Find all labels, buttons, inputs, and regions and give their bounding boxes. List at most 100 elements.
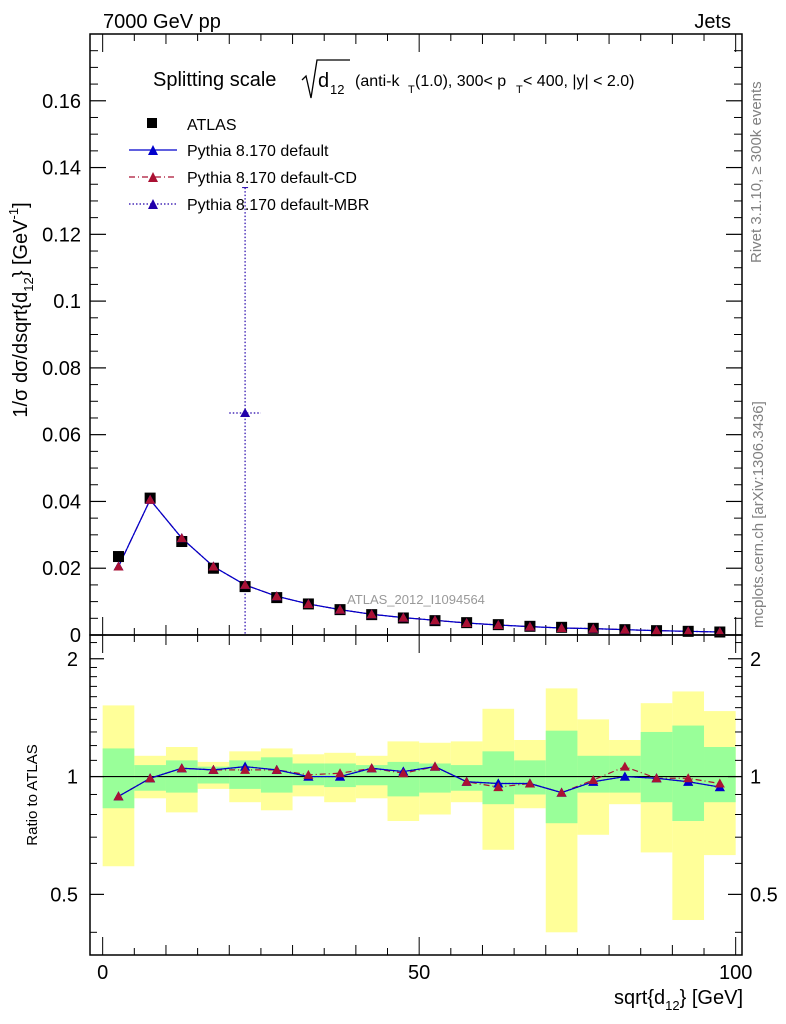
ratio-point-cd-15 bbox=[588, 774, 599, 784]
main-point-cd-14 bbox=[556, 622, 567, 632]
main-point-cd-18 bbox=[683, 626, 694, 636]
ratio-point-cd-4 bbox=[240, 764, 251, 774]
xtick-label-0: 0 bbox=[97, 962, 108, 984]
main-ytick-label-0: 0 bbox=[70, 625, 81, 647]
legend-default-label: Pythia 8.170 default bbox=[187, 143, 329, 160]
legend-atlas-marker bbox=[147, 118, 157, 128]
ratio-point-cd-3 bbox=[208, 764, 219, 774]
legend-atlas-label: ATLAS bbox=[187, 117, 237, 134]
ratio-point-cd-12 bbox=[493, 782, 504, 792]
ratio-point-cd-17 bbox=[651, 773, 662, 783]
legend-cd-marker bbox=[148, 172, 158, 182]
main-point-cd-0 bbox=[113, 561, 124, 571]
ratio-green-band-19 bbox=[704, 747, 736, 803]
title-sqrt-sign bbox=[301, 59, 350, 99]
ratio-frame bbox=[89, 634, 743, 956]
main-ytick-label-5: 0.1 bbox=[53, 291, 81, 313]
main-point-cd-11 bbox=[461, 617, 472, 627]
ratio-green-band-17 bbox=[640, 731, 673, 803]
main-ytick-label-6: 0.12 bbox=[42, 224, 81, 246]
title-prefix: Splitting scale bbox=[153, 69, 276, 91]
mcplots-label: mcplots.cern.ch [arXiv:1306.3436] bbox=[750, 401, 767, 628]
title-detail-1: (anti-k bbox=[355, 73, 400, 90]
main-ytick-label-1: 0.02 bbox=[42, 558, 81, 580]
header-energy-label: 7000 GeV pp bbox=[103, 11, 221, 33]
main-y-axis-text: 1/σ dσ/dsqrt{d12} [GeV-1] bbox=[6, 202, 36, 417]
xtick-label-1: 50 bbox=[408, 962, 430, 984]
ratio-point-cd-13 bbox=[524, 778, 535, 788]
main-point-cd-4 bbox=[240, 579, 251, 589]
atlas-point-0 bbox=[112, 551, 124, 563]
ratio-point-cd-10 bbox=[429, 761, 440, 771]
ratio-point-cd-18 bbox=[683, 773, 694, 783]
rivet-version-label: Rivet 3.1.10, ≥ 300k events bbox=[748, 81, 765, 263]
main-point-cd-17 bbox=[651, 625, 662, 635]
main-point-cd-1 bbox=[145, 494, 156, 504]
main-ytick-label-7: 0.14 bbox=[42, 158, 81, 180]
ratio-point-cd-1 bbox=[145, 773, 156, 783]
title-detail-sub: T bbox=[408, 84, 415, 96]
main-point-cd-7 bbox=[335, 604, 346, 614]
ratio-point-cd-14 bbox=[556, 787, 567, 797]
main-point-cd-16 bbox=[619, 624, 630, 634]
main-point-mbr-4 bbox=[240, 407, 251, 417]
main-point-cd-3 bbox=[208, 561, 219, 571]
main-point-cd-12 bbox=[493, 619, 504, 629]
ratio-y-axis-label: Ratio to ATLAS bbox=[24, 744, 41, 845]
header-process-label: Jets bbox=[694, 11, 731, 33]
ratio-ytick-label-left-1: 1 bbox=[67, 767, 78, 789]
ratio-line-default bbox=[118, 766, 720, 797]
ratio-point-cd-9 bbox=[398, 768, 409, 778]
main-point-cd-2 bbox=[176, 533, 187, 543]
ratio-point-cd-11 bbox=[461, 776, 472, 786]
plot-title: Splitting scale d 12 (anti-k T (1.0), 30… bbox=[153, 59, 635, 99]
main-point-cd-15 bbox=[588, 623, 599, 633]
ratio-green-band-5 bbox=[260, 757, 293, 793]
title-detail-2: (1.0), 300< p bbox=[415, 73, 506, 90]
main-point-cd-10 bbox=[429, 615, 440, 625]
ratio-green-band-13 bbox=[514, 760, 546, 795]
main-point-cd-19 bbox=[714, 626, 725, 636]
ratio-plot-area: 0.5 0.5 1 1 2 2 0 50 100 bbox=[50, 634, 778, 984]
main-ytick-label-2: 0.04 bbox=[42, 491, 81, 513]
xtick-label-2: 100 bbox=[719, 962, 752, 984]
main-ytick-label-8: 0.16 bbox=[42, 91, 81, 113]
ratio-point-cd-2 bbox=[176, 763, 187, 773]
title-radicand-sub: 12 bbox=[330, 82, 344, 97]
ratio-point-cd-16 bbox=[619, 761, 630, 771]
ratio-green-band-18 bbox=[672, 725, 705, 821]
ratio-ytick-label-left-0: 0.5 bbox=[50, 884, 78, 906]
main-point-cd-8 bbox=[366, 609, 377, 619]
analysis-watermark: ATLAS_2012_I1094564 bbox=[347, 592, 485, 607]
ratio-point-cd-6 bbox=[303, 769, 314, 779]
main-ytick-label-4: 0.08 bbox=[42, 358, 81, 380]
main-ytick-label-3: 0.06 bbox=[42, 425, 81, 447]
legend-default-marker bbox=[148, 145, 158, 155]
ratio-point-default-16 bbox=[619, 771, 630, 781]
ratio-ytick-label-right-1: 1 bbox=[750, 767, 761, 789]
ratio-point-cd-7 bbox=[335, 768, 346, 778]
legend-mbr-marker bbox=[148, 199, 158, 209]
ratio-ytick-label-right-0: 0.5 bbox=[750, 884, 778, 906]
ratio-green-band-3 bbox=[197, 766, 230, 784]
title-radicand: d bbox=[318, 70, 329, 92]
ratio-green-band-12 bbox=[482, 751, 515, 805]
ratio-point-cd-8 bbox=[366, 763, 377, 773]
legend-mbr-label: Pythia 8.170 default-MBR bbox=[187, 197, 369, 214]
ratio-point-cd-5 bbox=[271, 764, 282, 774]
main-plot-area: 0 0.02 0.04 0.06 0.08 0.1 0.12 0.14 0.16 bbox=[42, 33, 743, 647]
main-point-cd-9 bbox=[398, 612, 409, 622]
legend-cd-label: Pythia 8.170 default-CD bbox=[187, 170, 357, 187]
x-axis-label: sqrt{d12} [GeV] bbox=[614, 987, 743, 1013]
ratio-green-band-15 bbox=[577, 755, 610, 793]
main-point-cd-13 bbox=[524, 621, 535, 631]
legend: ATLAS Pythia 8.170 default Pythia 8.170 … bbox=[129, 117, 369, 214]
title-detail-3: < 400, |y| < 2.0) bbox=[523, 73, 635, 90]
ratio-point-cd-0 bbox=[113, 791, 124, 801]
title-detail-sub-pt: T bbox=[516, 84, 523, 96]
ratio-ytick-label-left-2: 2 bbox=[67, 649, 78, 671]
ratio-point-cd-19 bbox=[714, 778, 725, 788]
ratio-ytick-label-right-2: 2 bbox=[750, 649, 761, 671]
main-point-cd-6 bbox=[303, 598, 314, 608]
